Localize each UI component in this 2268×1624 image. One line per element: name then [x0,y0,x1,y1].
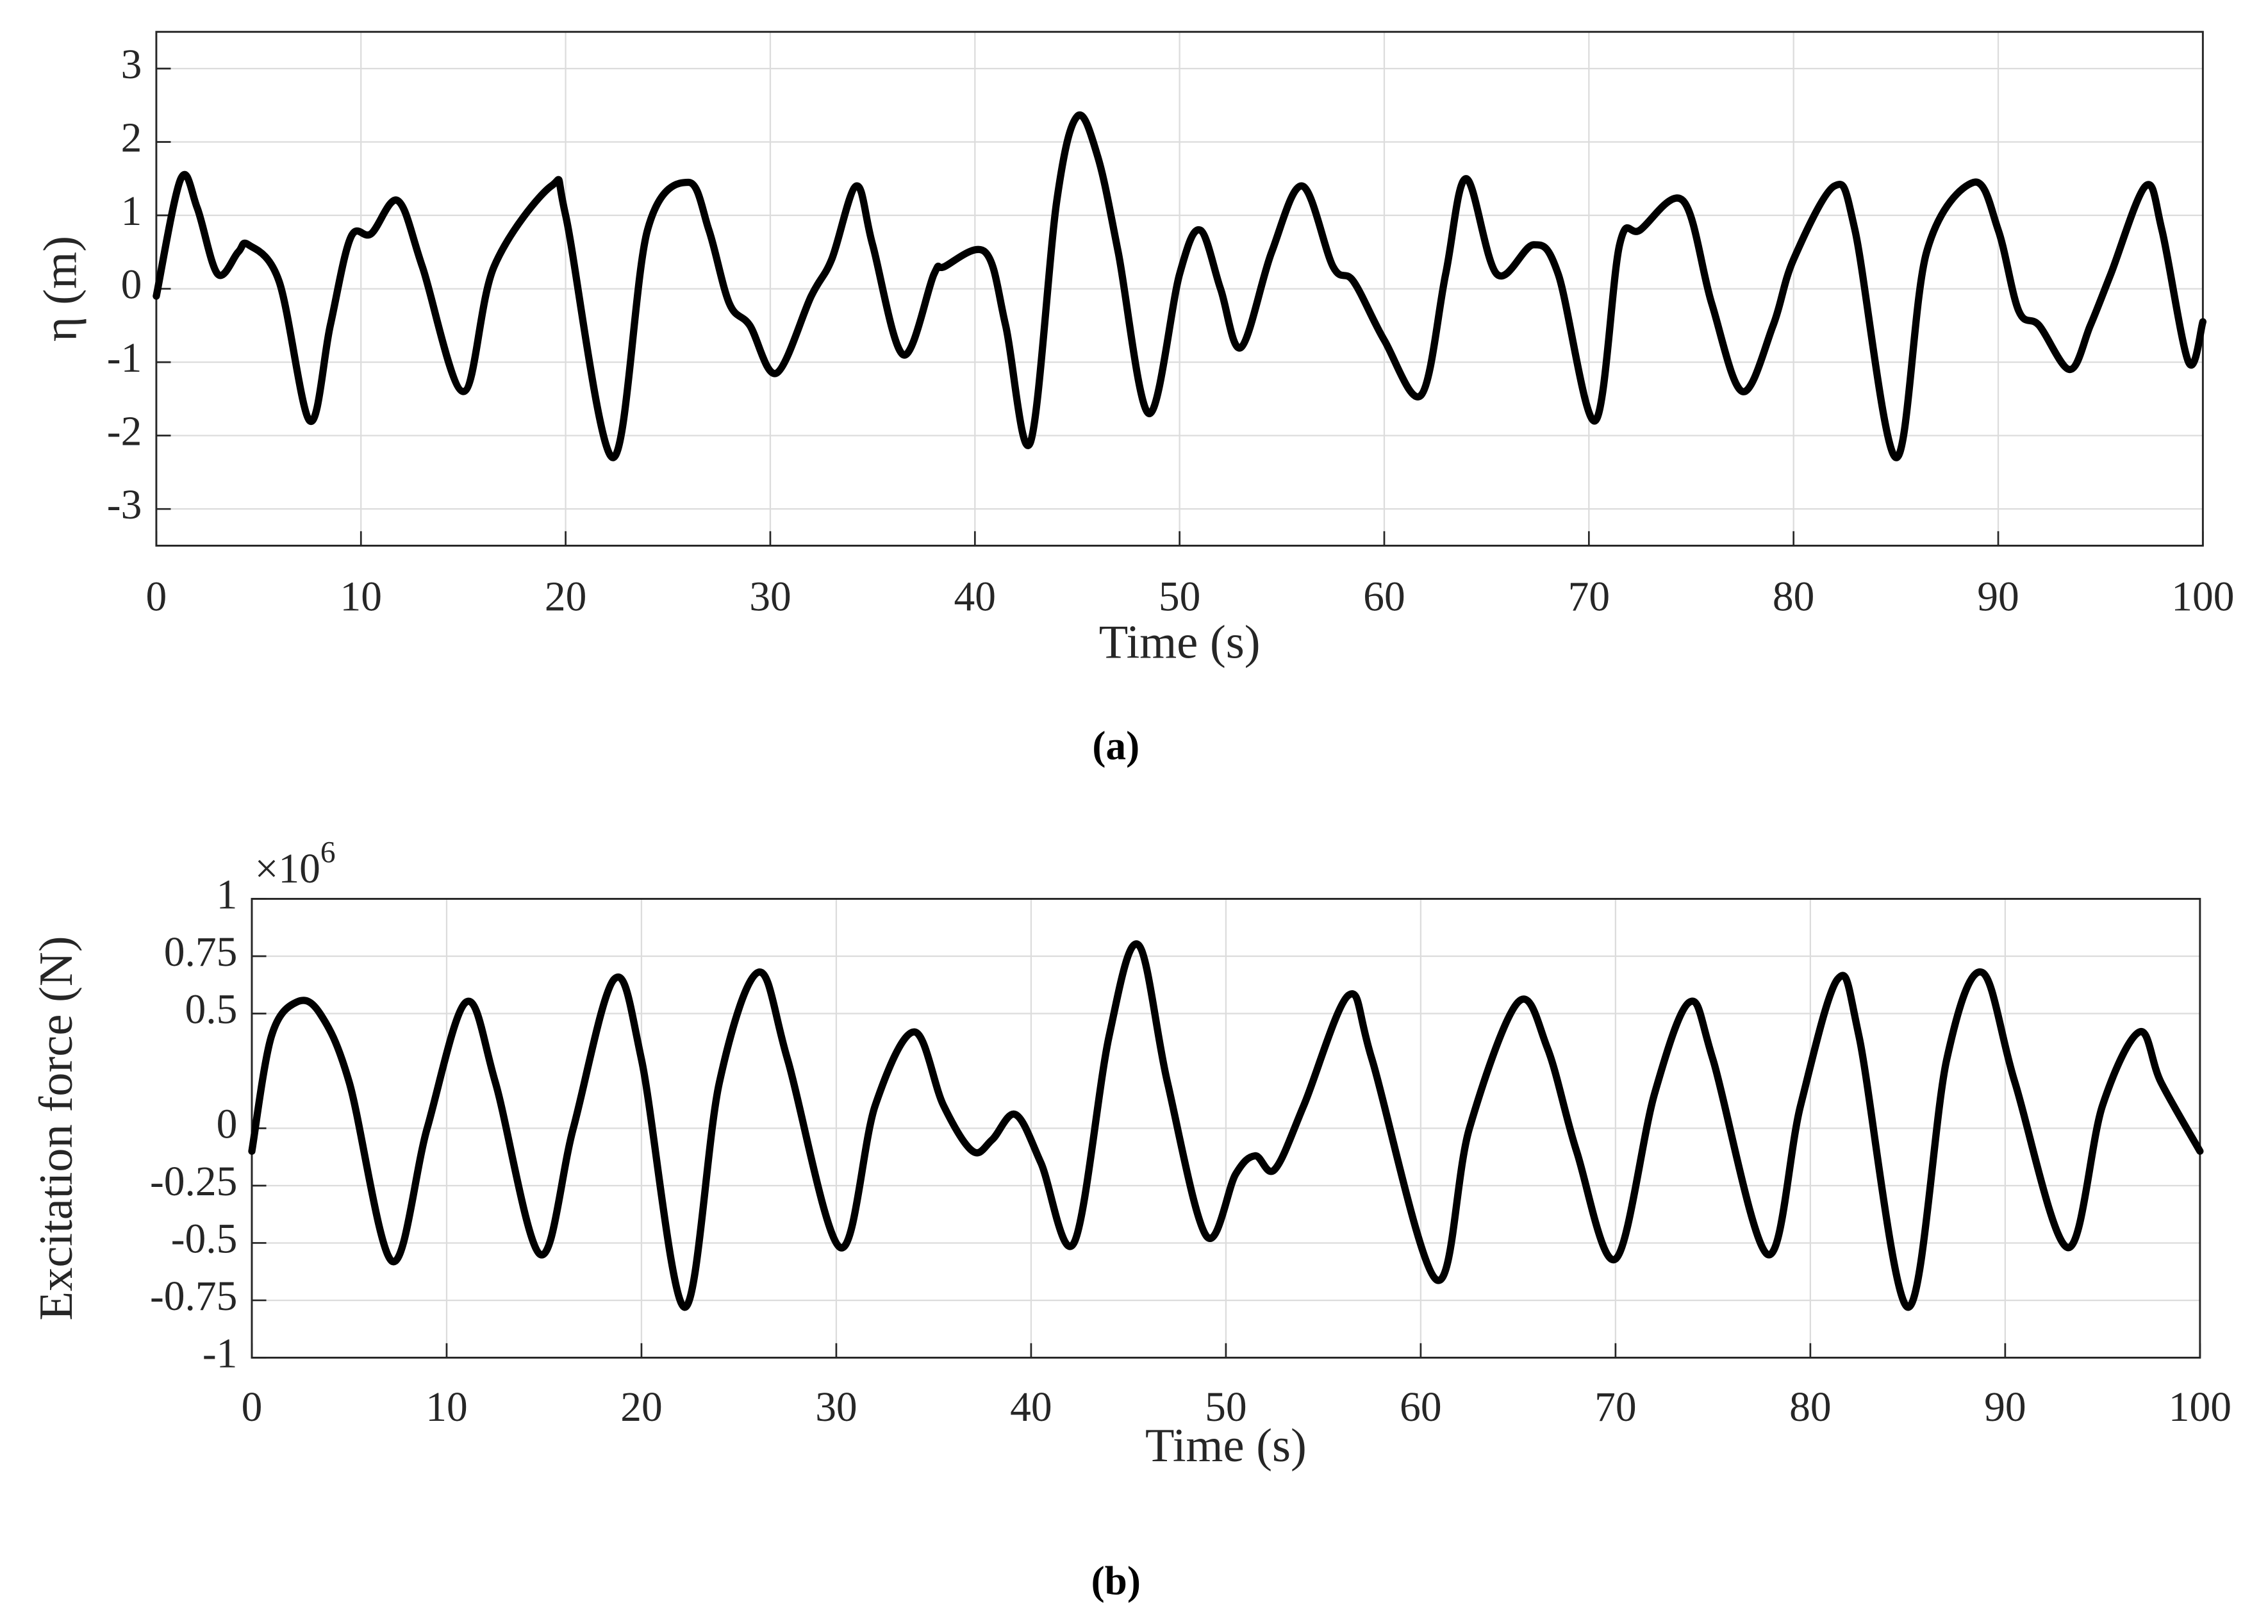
x-tick-label: 40 [1010,1384,1052,1430]
x-tick-label: 90 [1984,1384,2026,1430]
x-tick-label: 100 [2169,1384,2231,1430]
x-tick-label: 80 [1773,574,1814,620]
x-tick-label: 70 [1568,574,1610,620]
x-tick-label: 50 [1159,574,1200,620]
y-tick-label: -1 [107,335,142,381]
x-tick-label: 80 [1789,1384,1831,1430]
caption: (b) [1091,1559,1141,1603]
x-tick-label: 10 [426,1384,467,1430]
x-tick-label: 100 [2171,574,2234,620]
y-tick-label: 0.75 [164,929,238,975]
x-tick-label: 70 [1594,1384,1636,1430]
y-tick-label: -0.25 [150,1159,237,1205]
y-tick-label: -0.5 [171,1216,238,1262]
x-tick-label: 50 [1205,1384,1246,1430]
y-tick-label: 3 [121,42,142,88]
y-tick-label: 0.5 [185,987,238,1033]
multiplier-base: ×10 [254,846,320,892]
y-tick-label: -3 [107,482,142,528]
data-line [248,940,2204,1311]
x-axis-label: Time (s) [1099,617,1261,669]
x-tick-label: 90 [1977,574,2019,620]
x-tick-label: 20 [545,574,586,620]
y-tick-label: -0.75 [150,1273,237,1320]
x-tick-label: 10 [340,574,382,620]
x-tick-label: 20 [620,1384,662,1430]
axis-multiplier: ×106 [254,836,335,892]
y-axis-label: Excitation force (N) [30,936,83,1320]
y-tick-label: 2 [121,115,142,162]
x-tick-label: 60 [1363,574,1405,620]
y-tick-label: 0 [121,262,142,308]
x-tick-label: 60 [1400,1384,1441,1430]
y-tick-label: -2 [107,409,142,455]
y-axis-label: η (m) [35,236,87,342]
multiplier-exponent: 6 [320,836,336,870]
x-tick-label: 0 [146,574,167,620]
caption: (a) [1092,723,1139,768]
y-tick-label: 1 [217,872,238,918]
y-tick-label: 1 [121,188,142,235]
y-tick-label: -1 [203,1330,238,1377]
y-tick-label: 0 [217,1102,238,1148]
x-tick-label: 40 [954,574,996,620]
x-axis-label: Time (s) [1145,1420,1307,1472]
x-tick-label: 0 [242,1384,263,1430]
x-tick-label: 30 [815,1384,857,1430]
data-line [153,111,2207,461]
x-tick-label: 30 [749,574,791,620]
